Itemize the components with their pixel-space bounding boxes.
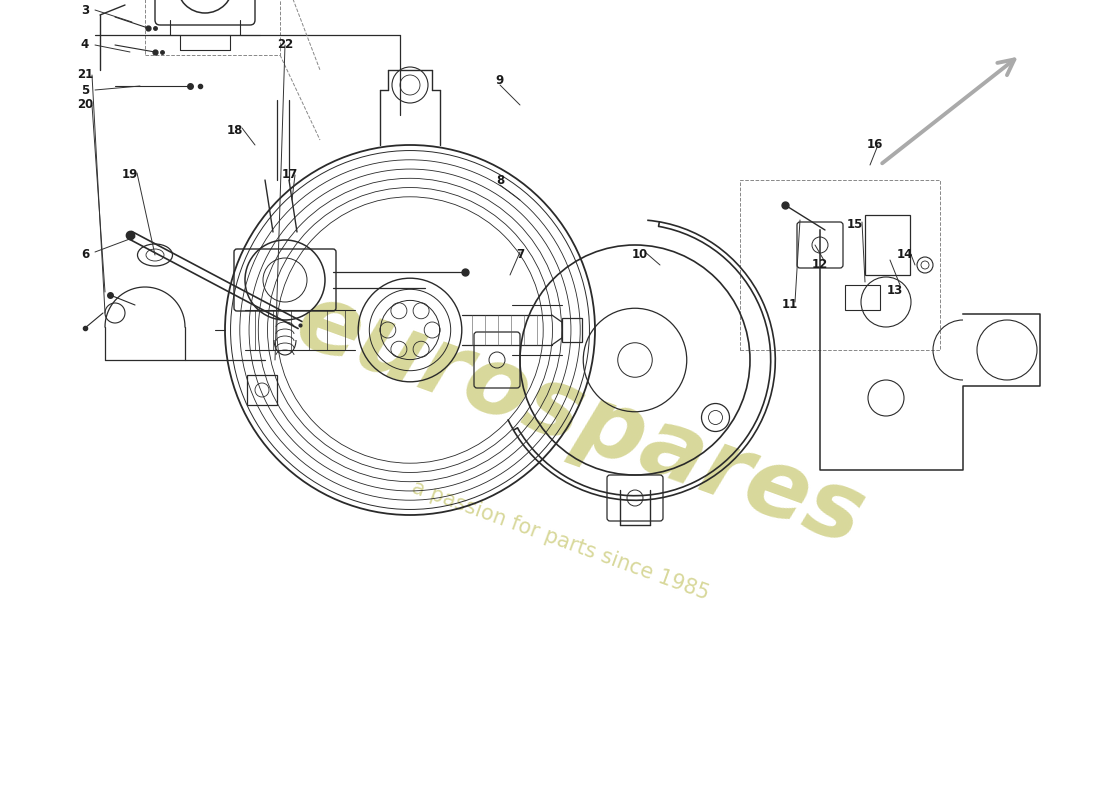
Text: 22: 22 — [277, 38, 293, 51]
Text: 11: 11 — [782, 298, 799, 311]
Text: 14: 14 — [896, 249, 913, 262]
Text: 13: 13 — [887, 283, 903, 297]
Text: 4: 4 — [81, 38, 89, 51]
Text: 6: 6 — [81, 249, 89, 262]
Text: 19: 19 — [122, 169, 139, 182]
Text: 17: 17 — [282, 169, 298, 182]
Text: 15: 15 — [847, 218, 864, 231]
Text: 8: 8 — [496, 174, 504, 186]
Text: 3: 3 — [81, 3, 89, 17]
Text: 9: 9 — [496, 74, 504, 86]
Text: 7: 7 — [516, 249, 524, 262]
Text: 16: 16 — [867, 138, 883, 151]
Text: 20: 20 — [77, 98, 94, 111]
Text: 5: 5 — [81, 83, 89, 97]
Text: 10: 10 — [631, 249, 648, 262]
Text: 21: 21 — [77, 69, 94, 82]
Text: 18: 18 — [227, 123, 243, 137]
Text: 12: 12 — [812, 258, 828, 271]
Text: a passion for parts since 1985: a passion for parts since 1985 — [408, 477, 712, 603]
Text: eurospares: eurospares — [284, 274, 877, 566]
